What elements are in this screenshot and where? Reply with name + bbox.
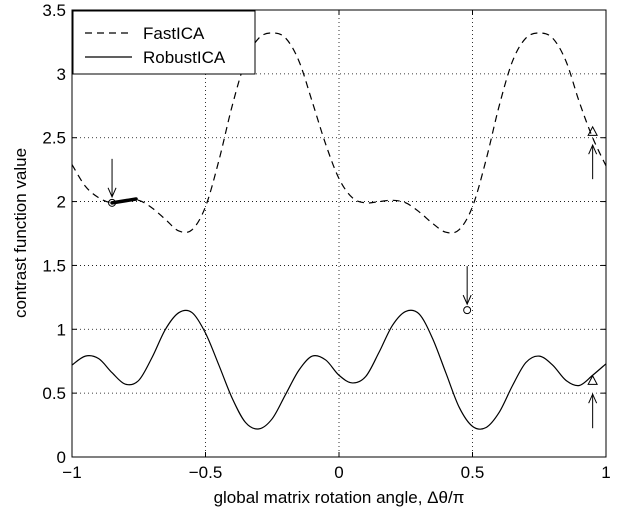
x-tick-label: 0.5 [461, 463, 485, 482]
series-layer [71, 32, 607, 430]
y-tick-label: 0.5 [42, 384, 66, 403]
y-tick-label: 2 [57, 193, 66, 212]
arrow-down-icon [462, 266, 472, 306]
legend-box [72, 10, 256, 75]
legend: FastICA RobustICA [72, 10, 256, 75]
marker-triangle [587, 374, 598, 385]
series-line-fastica [71, 32, 607, 234]
x-tick-label: 0 [334, 463, 343, 482]
x-tick-label: −1 [62, 463, 81, 482]
arrow-up-icon [588, 143, 598, 180]
y-tick-label: 3.5 [42, 1, 66, 20]
series-line-robustica [71, 309, 607, 430]
y-tick-label: 2.5 [42, 129, 66, 148]
x-tick-label: 1 [601, 463, 610, 482]
y-axis-label: contrast function value [11, 148, 30, 318]
y-tick-label: 0 [57, 448, 66, 467]
annotation-layer [107, 125, 598, 429]
x-axis-label: global matrix rotation angle, Δθ/π [214, 488, 465, 507]
legend-label-fastica: FastICA [143, 24, 205, 43]
x-tick-label: −0.5 [189, 463, 223, 482]
plot-area [72, 10, 606, 457]
y-tick-label: 1 [57, 320, 66, 339]
tick-labels: −1 −0.5 0 0.5 1 0 0.5 1 1.5 2 2.5 3 3.5 [42, 1, 610, 482]
arrow-up-icon [588, 392, 598, 429]
convergence-path [110, 197, 138, 205]
y-tick-label: 3 [57, 65, 66, 84]
arrow-down-icon [107, 158, 117, 199]
legend-label-robustica: RobustICA [143, 48, 226, 67]
y-tick-label: 1.5 [42, 256, 66, 275]
marker-circle [463, 306, 472, 315]
marker-triangle [587, 125, 598, 136]
